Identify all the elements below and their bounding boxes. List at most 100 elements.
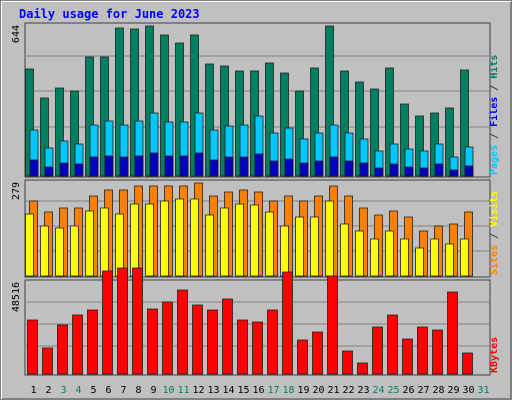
bar-hits-day-21 [325, 25, 334, 177]
bar-visits-day-18 [280, 225, 289, 277]
bar-visits-day-8 [130, 203, 139, 277]
bar-pages-day-25 [389, 163, 399, 177]
bar-hits-day-18 [280, 72, 289, 177]
axis-label-part: / [489, 79, 500, 97]
bar-kbytes-day-18 [282, 271, 293, 375]
x-tick-label-day-6: 6 [105, 385, 111, 396]
bar-hits-day-23 [355, 81, 364, 177]
bar-pages-day-16 [254, 153, 264, 177]
bar-hits-day-13 [205, 63, 214, 177]
bar-pages-day-28 [434, 163, 444, 177]
bar-pages-day-30 [464, 165, 474, 177]
bar-kbytes-day-8 [132, 267, 143, 375]
y-max-label: 279 [11, 182, 22, 200]
bar-pages-day-6 [104, 155, 114, 177]
bar-hits-day-10 [160, 34, 169, 177]
bar-hits-day-3 [55, 87, 64, 177]
x-tick-label-day-9: 9 [150, 385, 156, 396]
bar-kbytes-day-15 [237, 319, 248, 375]
bar-kbytes-day-11 [177, 289, 188, 375]
bar-pages-day-12 [194, 152, 204, 177]
bar-pages-day-8 [134, 155, 144, 177]
bar-kbytes-day-24 [372, 326, 383, 375]
bar-visits-day-24 [370, 238, 379, 277]
bar-kbytes-day-17 [267, 309, 278, 375]
bar-kbytes-day-9 [147, 308, 158, 375]
axis-label-part: / [489, 227, 500, 245]
bar-hits-day-22 [340, 70, 349, 177]
axis-series-label: KBytes [489, 337, 500, 373]
bar-kbytes-day-1 [27, 319, 38, 375]
axis-series-label: Sites / Visits [488, 191, 500, 275]
bar-visits-day-7 [115, 213, 124, 277]
bar-visits-day-11 [175, 198, 184, 277]
axis-label-part: Files [488, 97, 500, 127]
bar-kbytes-day-27 [417, 326, 428, 375]
x-tick-label-day-17: 17 [267, 385, 279, 396]
bar-visits-day-29 [445, 243, 454, 277]
axis-label-part: Sites [488, 245, 500, 275]
bar-visits-day-10 [160, 200, 169, 277]
x-tick-label-day-28: 28 [432, 385, 444, 396]
bar-hits-day-19 [295, 90, 304, 177]
x-tick-label-day-19: 19 [297, 385, 309, 396]
bar-hits-day-25 [385, 67, 394, 177]
bar-hits-day-4 [70, 90, 79, 177]
bar-visits-day-9 [145, 203, 154, 277]
bar-visits-day-20 [310, 216, 319, 277]
x-tick-label-day-23: 23 [357, 385, 369, 396]
x-tick-label-day-13: 13 [207, 385, 219, 396]
bar-hits-day-7 [115, 27, 124, 177]
bar-kbytes-day-2 [42, 347, 53, 375]
bar-pages-day-22 [344, 160, 354, 177]
bar-visits-day-3 [55, 227, 64, 277]
bar-kbytes-day-20 [312, 331, 323, 375]
x-tick-label-day-2: 2 [45, 385, 51, 396]
bar-visits-day-28 [430, 238, 439, 277]
bar-kbytes-day-21 [327, 275, 338, 375]
x-tick-label-day-3: 3 [60, 385, 66, 396]
bar-pages-day-24 [374, 167, 384, 177]
bar-pages-day-10 [164, 155, 174, 177]
x-tick-label-day-31: 31 [477, 385, 489, 396]
bar-visits-day-23 [355, 230, 364, 277]
x-tick-label-day-26: 26 [402, 385, 414, 396]
axis-series-label: Pages / Files / Hits [488, 55, 500, 175]
bar-pages-day-13 [209, 159, 219, 177]
bar-pages-day-20 [314, 160, 324, 177]
bar-visits-day-19 [295, 216, 304, 277]
bar-hits-day-14 [220, 65, 229, 177]
bar-pages-day-26 [404, 166, 414, 177]
bar-hits-day-30 [460, 69, 469, 177]
bar-visits-day-22 [340, 223, 349, 277]
x-tick-label-day-15: 15 [237, 385, 249, 396]
bar-hits-day-20 [310, 67, 319, 177]
bar-pages-day-21 [329, 156, 339, 177]
bar-hits-day-8 [130, 28, 139, 177]
x-tick-label-day-10: 10 [162, 385, 174, 396]
bar-pages-day-23 [359, 162, 369, 177]
bar-visits-day-2 [40, 225, 49, 277]
bar-visits-day-6 [100, 207, 109, 277]
bar-kbytes-day-7 [117, 267, 128, 375]
bar-visits-day-30 [460, 238, 469, 277]
bar-kbytes-day-13 [207, 309, 218, 375]
x-tick-label-day-8: 8 [135, 385, 141, 396]
bar-visits-day-14 [220, 207, 229, 277]
bar-pages-day-19 [299, 162, 309, 177]
axis-label-part: Visits [488, 191, 500, 227]
bar-kbytes-day-19 [297, 339, 308, 375]
axis-label-part: / [489, 127, 500, 145]
bar-hits-day-6 [100, 56, 109, 177]
bar-pages-day-27 [419, 167, 429, 177]
bar-hits-day-12 [190, 34, 199, 177]
chart-title: Daily usage for June 2023 [19, 7, 200, 21]
bar-visits-day-25 [385, 230, 394, 277]
bar-kbytes-day-16 [252, 321, 263, 375]
axis-label-part: Hits [488, 55, 500, 79]
bar-hits-day-15 [235, 70, 244, 177]
bar-visits-day-16 [250, 204, 259, 277]
bar-visits-day-17 [265, 211, 274, 277]
x-tick-label-day-16: 16 [252, 385, 264, 396]
